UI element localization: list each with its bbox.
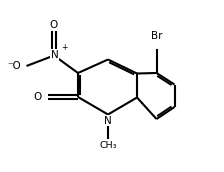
Text: N: N bbox=[104, 116, 112, 126]
Text: ⁻O: ⁻O bbox=[8, 61, 22, 71]
Text: CH₃: CH₃ bbox=[99, 141, 117, 150]
Text: +: + bbox=[61, 42, 67, 51]
Text: Br: Br bbox=[151, 31, 162, 41]
Text: O: O bbox=[34, 92, 42, 102]
Text: O: O bbox=[50, 20, 58, 30]
Text: N: N bbox=[51, 50, 58, 60]
